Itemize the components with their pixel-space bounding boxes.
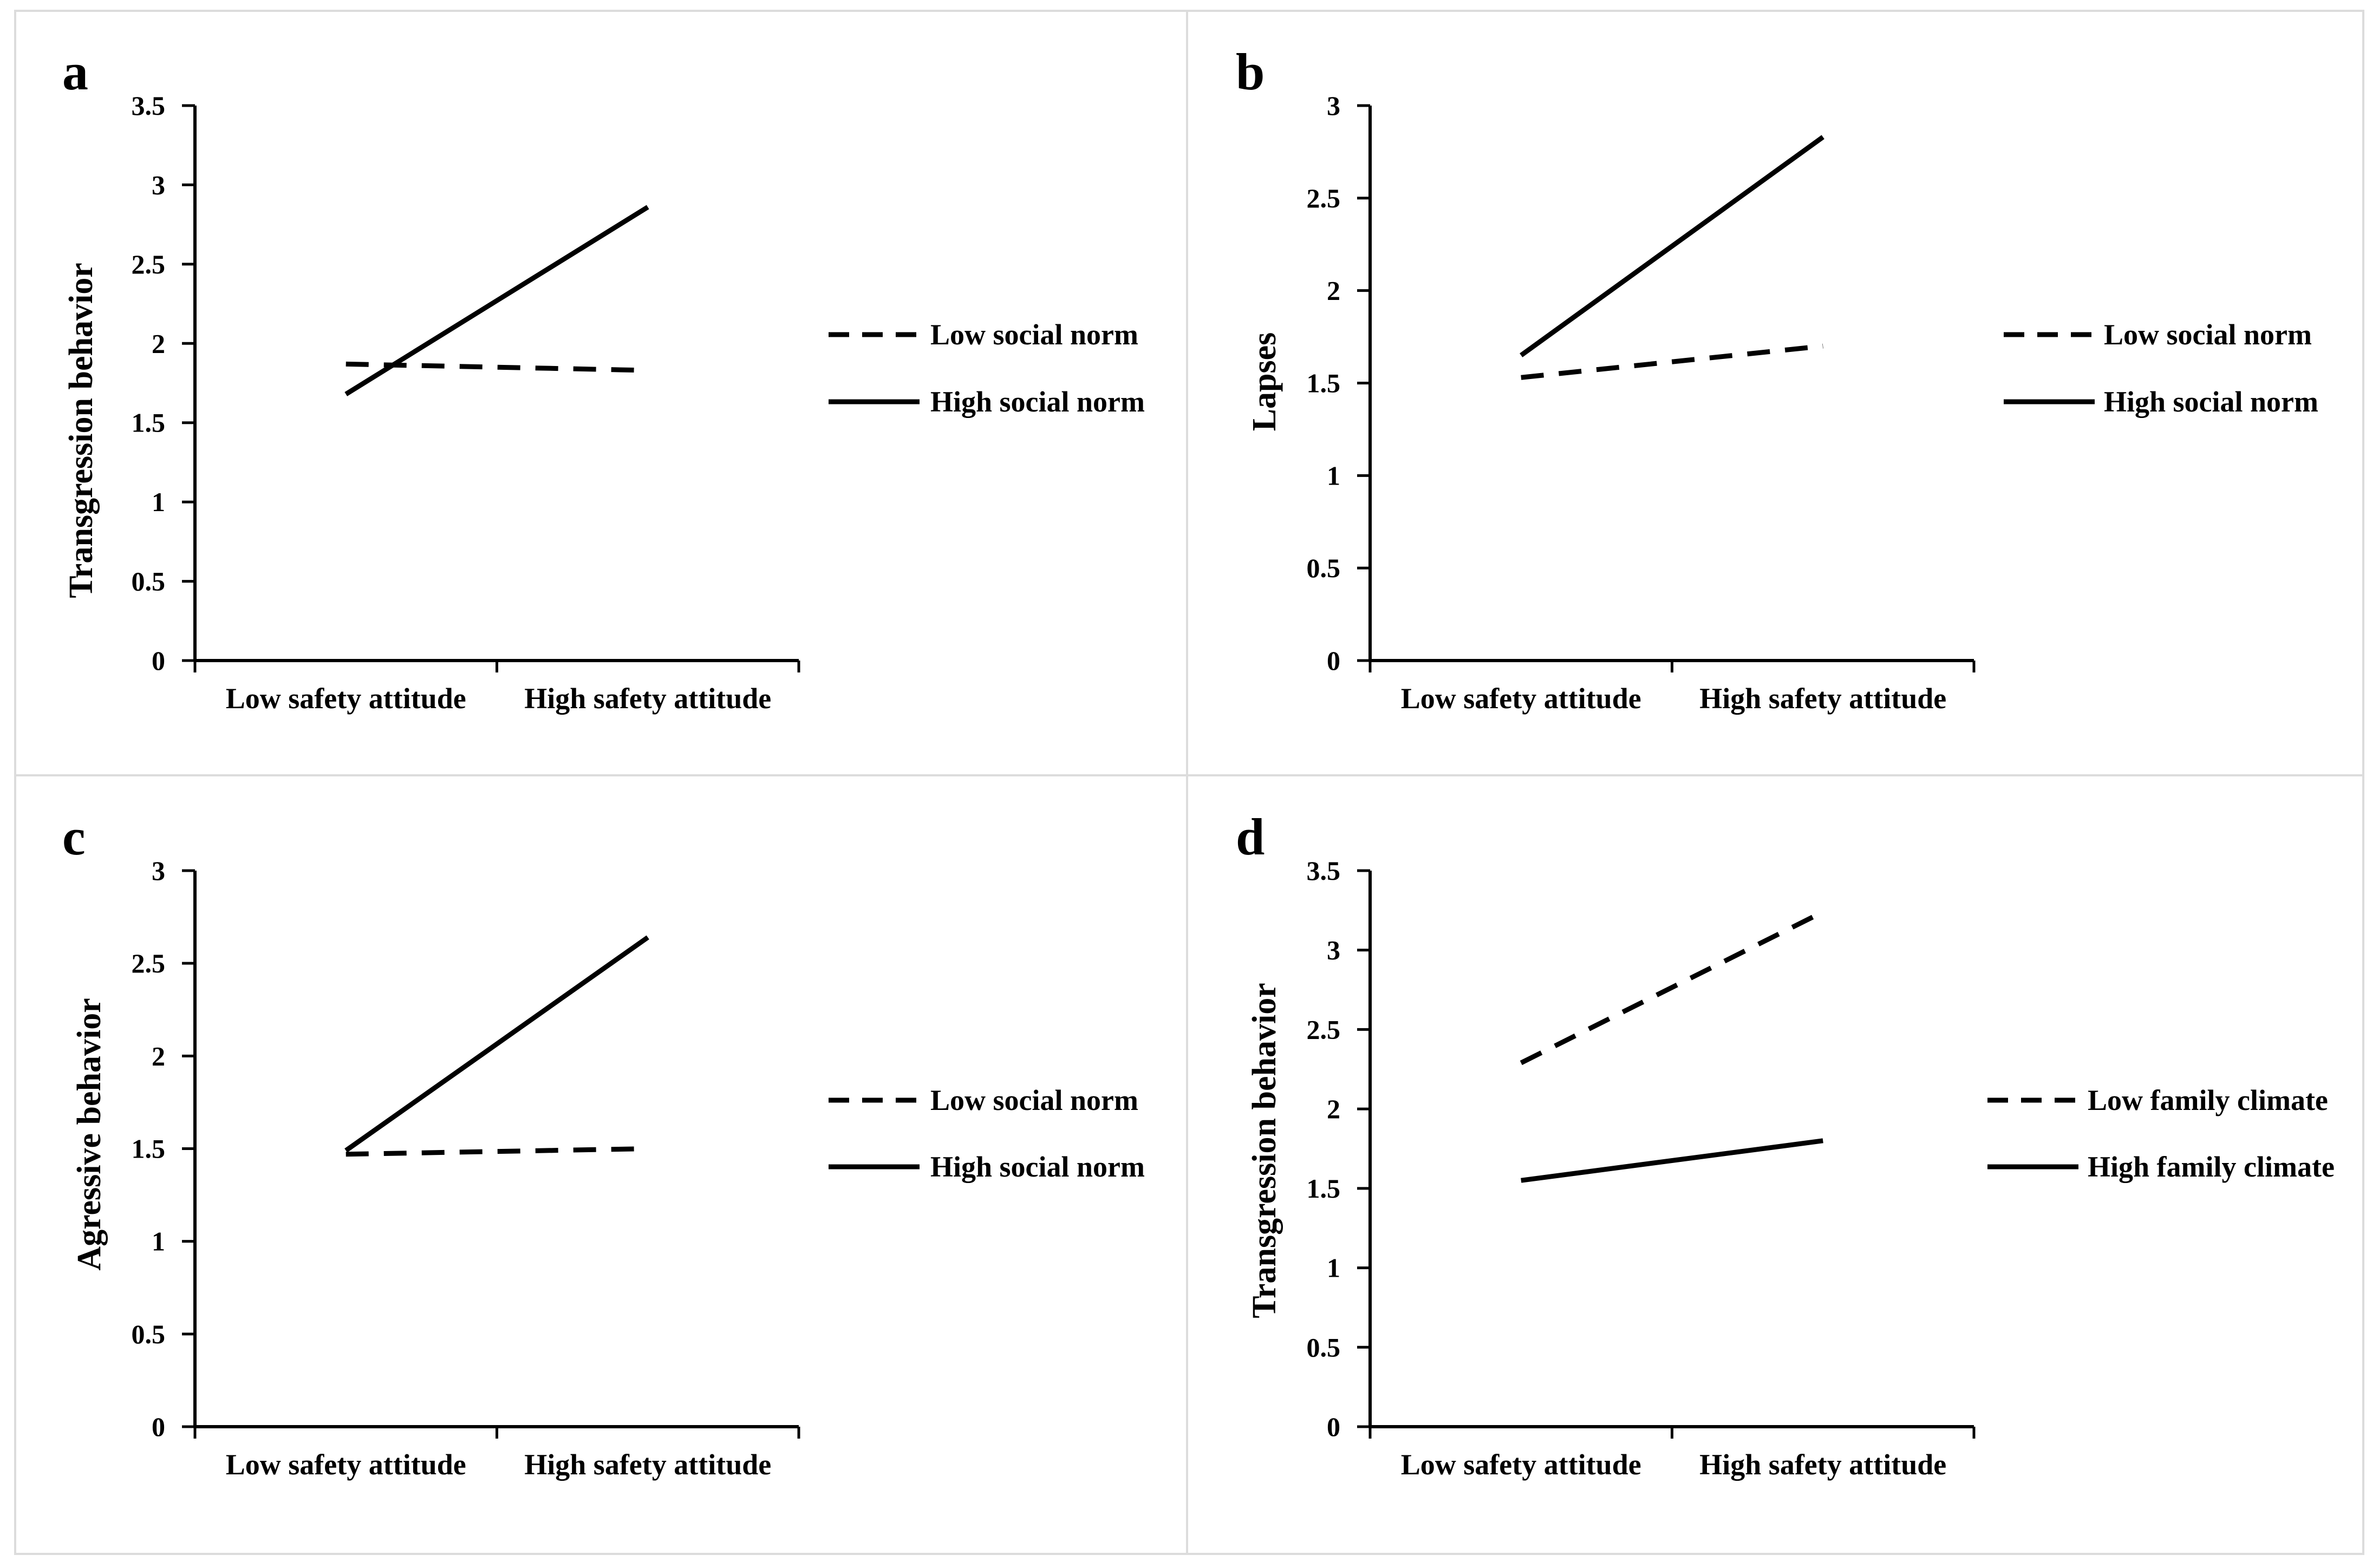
x-tick-label: Low safety attitude — [226, 1448, 466, 1481]
panel-letter: c — [62, 808, 86, 866]
y-tick-label: 0 — [152, 645, 165, 676]
legend-label: Low family climate — [2088, 1084, 2328, 1116]
y-axis-label: Lapses — [1246, 332, 1283, 432]
y-tick-label: 2.5 — [1307, 1014, 1341, 1044]
series-line-dashed — [1521, 343, 1823, 380]
x-tick-label: High safety attitude — [1699, 1448, 1946, 1481]
x-tick-label: High safety attitude — [524, 1448, 771, 1481]
x-tick-label: Low safety attitude — [226, 682, 466, 715]
chart-panel-b: b 0 0.5 1 1.5 2 2.5 3 Low safety attitude High sa… — [1236, 43, 2318, 715]
y-tick-label: 3 — [1327, 90, 1340, 121]
y-tick-label: 3 — [152, 169, 165, 200]
y-tick-label: 0 — [1327, 645, 1340, 676]
chart-panel-d: d 0 0.5 1 1.5 2 2.5 3 3.5 Low safety attitude High… — [1236, 808, 2335, 1481]
y-tick-label: 3.5 — [132, 90, 166, 121]
series-line-solid — [344, 935, 649, 1153]
y-tick-label: 2.5 — [132, 948, 166, 978]
y-tick-label: 3 — [1327, 935, 1340, 965]
y-tick-label: 3.5 — [1307, 855, 1341, 886]
legend-label: High social norm — [2104, 386, 2318, 418]
legend-label: Low social norm — [930, 1084, 1138, 1116]
y-tick-label: 2 — [1327, 276, 1340, 306]
panel-frame — [1186, 774, 2364, 1555]
y-tick-label: 2 — [1327, 1094, 1340, 1124]
y-tick-label: 2.5 — [132, 249, 166, 279]
y-tick-label: 0 — [152, 1412, 165, 1442]
y-tick-label: 0.5 — [132, 1319, 166, 1349]
chart-panel-c: c 0 0.5 1 1.5 2 2.5 3 Low safety attitude High sa… — [62, 808, 1145, 1481]
chart-panel-a: a 0 0.5 1 1.5 2 2.5 3 3.5 Low safety attitude High… — [62, 43, 1145, 715]
y-tick-label: 1 — [1327, 1253, 1340, 1283]
y-tick-label: 1 — [152, 487, 165, 517]
y-tick-label: 0.5 — [1307, 1332, 1341, 1362]
x-tick-label: Low safety attitude — [1401, 682, 1641, 715]
y-tick-label: 1.5 — [132, 408, 166, 438]
legend-label: High social norm — [930, 1151, 1145, 1183]
y-tick-label: 3 — [152, 855, 165, 886]
legend-label: Low social norm — [930, 318, 1138, 351]
y-tick-label: 0.5 — [132, 566, 166, 597]
y-tick-label: 1 — [1327, 460, 1340, 491]
y-tick-label: 1.5 — [132, 1134, 166, 1164]
x-tick-label: High safety attitude — [1699, 682, 1946, 715]
y-tick-label: 1.5 — [1307, 1173, 1341, 1204]
legend-label: Low social norm — [2104, 318, 2312, 351]
y-tick-label: 0.5 — [1307, 553, 1341, 583]
legend-label: High family climate — [2088, 1151, 2335, 1183]
y-tick-label: 2.5 — [1307, 183, 1341, 213]
y-tick-label: 2 — [152, 1041, 165, 1071]
series-line-solid — [1520, 135, 1824, 357]
y-tick-label: 0 — [1327, 1412, 1340, 1442]
legend-label: High social norm — [930, 386, 1145, 418]
y-axis-label: Agressive behavior — [71, 998, 108, 1270]
series-line-solid — [344, 205, 649, 396]
y-tick-label: 1 — [152, 1226, 165, 1257]
panel-letter: a — [62, 43, 88, 101]
x-tick-label: High safety attitude — [524, 682, 771, 715]
y-axis-label: Transgression behavior — [1246, 983, 1283, 1318]
y-tick-label: 2 — [152, 328, 165, 358]
series-line-solid — [1521, 1138, 1823, 1183]
y-tick-label: 1.5 — [1307, 368, 1341, 398]
panel-letter: d — [1236, 808, 1265, 866]
y-axis-label: Transgression behavior — [63, 263, 100, 598]
x-tick-label: Low safety attitude — [1401, 1448, 1641, 1481]
series-line-dashed — [1520, 910, 1824, 1066]
panel-letter: b — [1236, 43, 1265, 101]
series-line-dashed — [346, 1146, 648, 1157]
